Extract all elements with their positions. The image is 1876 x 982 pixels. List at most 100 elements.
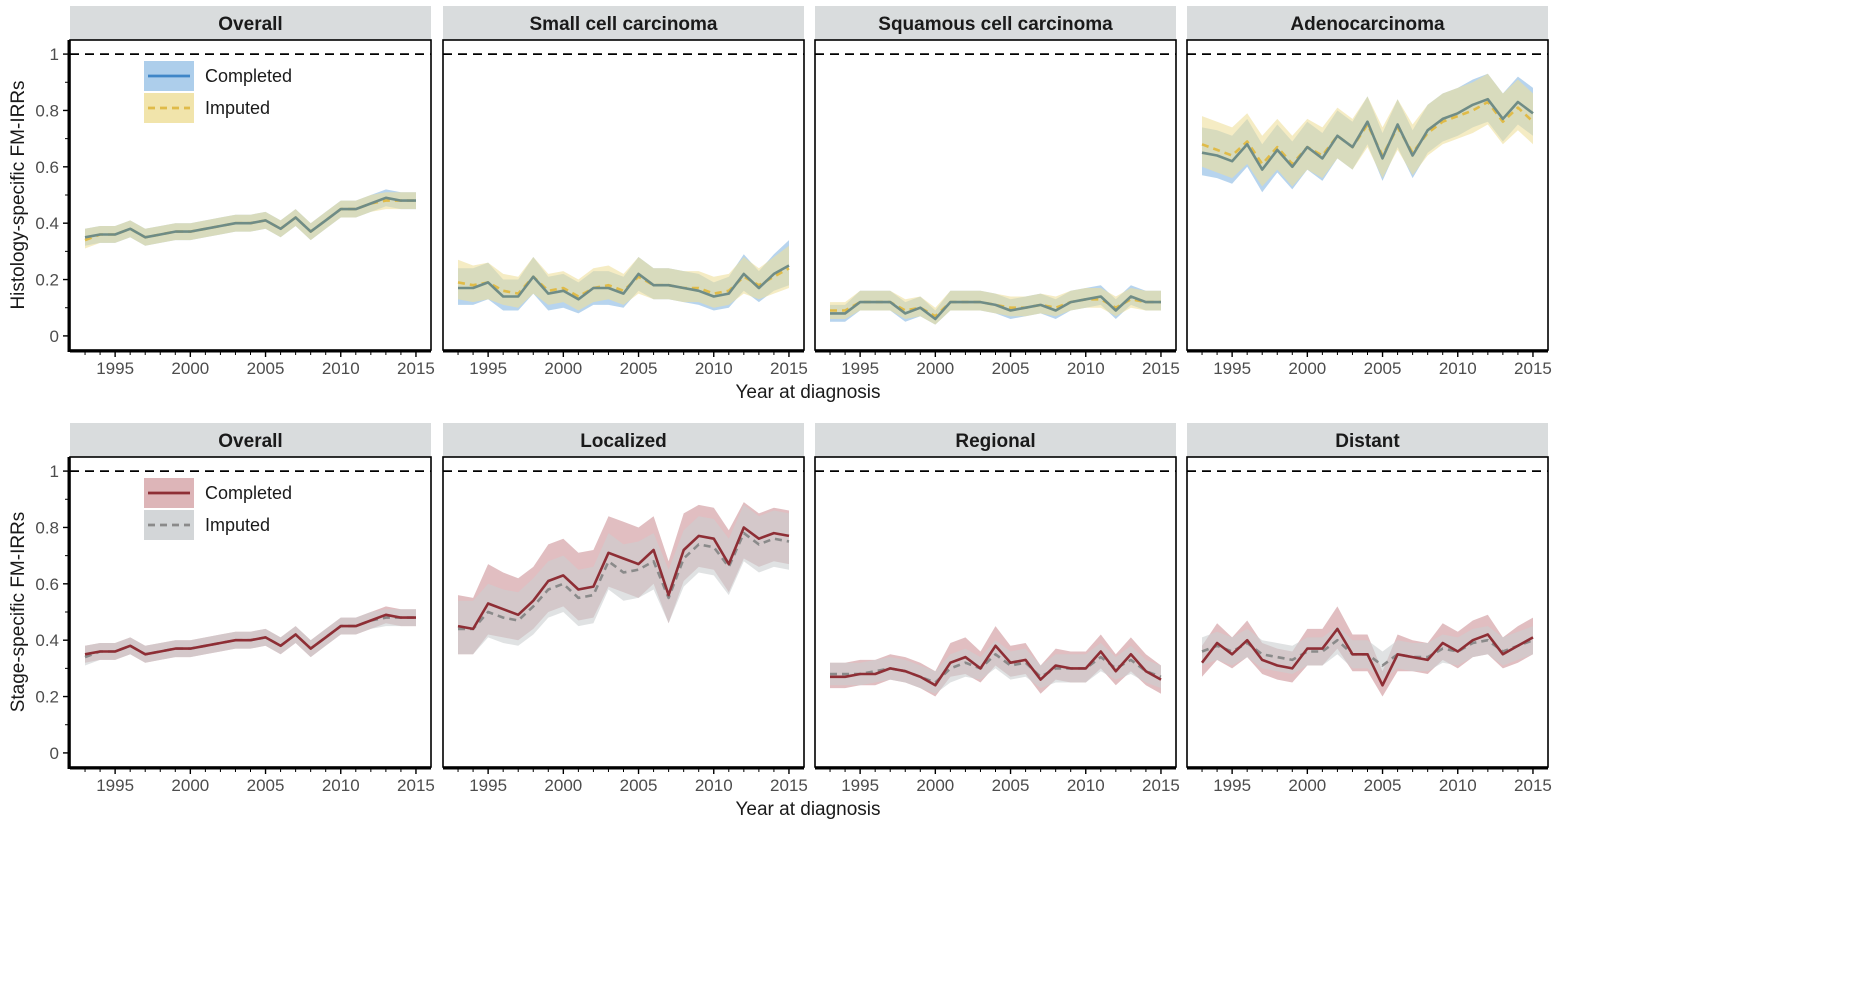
facet-panel: Regional 1995 2000 2005 2010 2015 xyxy=(814,423,1180,795)
legend: Completed Imputed xyxy=(144,61,292,123)
x-tick-label: 1995 xyxy=(1213,359,1251,378)
x-tick-label: 2015 xyxy=(397,359,435,378)
imputed-ci-band xyxy=(85,609,416,666)
facet-title: Distant xyxy=(1335,431,1400,452)
x-tick-label: 2015 xyxy=(1514,776,1552,795)
legend-imputed-label: Imputed xyxy=(205,98,270,118)
completed-series-line xyxy=(457,526,790,631)
legend: Completed Imputed xyxy=(144,478,292,540)
y-tick-label: 0.8 xyxy=(35,101,59,120)
x-tick-label: 2000 xyxy=(916,776,954,795)
x-tick-label: 1995 xyxy=(1213,776,1251,795)
stage-chart: Overall 1995 2000 2005 2010 2015 0 0.2 0.4 0.6 0.8… xyxy=(8,423,1552,820)
x-tick-label: 2005 xyxy=(992,359,1030,378)
facet-title: Overall xyxy=(218,431,282,452)
x-tick-label: 2005 xyxy=(992,776,1030,795)
imputed-series-line xyxy=(830,652,1162,684)
x-tick-label: 2015 xyxy=(770,359,808,378)
x-tick-label: 2010 xyxy=(695,359,733,378)
facet-strip xyxy=(1187,6,1548,40)
facet-panel: Adenocarcinoma 1995 2000 2005 2010 2015 xyxy=(1186,6,1552,378)
facet-title: Overall xyxy=(218,14,282,35)
x-tick-label: 2015 xyxy=(1142,776,1180,795)
facet-panel: Small cell carcinoma 1995 2000 2005 2010 2015 xyxy=(442,6,808,378)
x-tick-label: 2015 xyxy=(1514,359,1552,378)
completed-series-line xyxy=(1200,627,1534,687)
y-tick-label: 0 xyxy=(50,744,59,763)
imputed-ci-band xyxy=(830,640,1161,694)
facet-panel: Overall 1995 2000 2005 2010 2015 0 0.2 0.4 0.6 0.8… xyxy=(35,6,435,378)
y-tick-label: 1 xyxy=(50,45,59,64)
y-tick-label: 0.4 xyxy=(35,631,59,650)
x-tick-label: 2000 xyxy=(171,776,209,795)
facet-title: Small cell carcinoma xyxy=(530,14,718,35)
facet-title: Localized xyxy=(580,431,667,452)
x-tick-label: 2010 xyxy=(322,359,360,378)
imputed-ci-band xyxy=(85,192,416,249)
y-axis-title: Histology-specific FM-IRRs xyxy=(8,80,29,309)
y-tick-label: 0 xyxy=(50,327,59,346)
x-tick-label: 1995 xyxy=(841,776,879,795)
facet-strip xyxy=(815,423,1176,457)
completed-series-line xyxy=(830,644,1162,687)
facet-panel: Overall 1995 2000 2005 2010 2015 0 0.2 0.4 0.6 0.8… xyxy=(35,423,435,795)
imputed-series-line xyxy=(458,531,790,631)
x-tick-label: 2015 xyxy=(397,776,435,795)
x-tick-label: 2000 xyxy=(916,359,954,378)
x-tick-label: 2015 xyxy=(1142,359,1180,378)
x-tick-label: 2000 xyxy=(1288,776,1326,795)
facet-panel: Squamous cell carcinoma 1995 2000 2005 2010 2… xyxy=(814,6,1180,378)
legend-completed-label: Completed xyxy=(205,66,292,86)
x-tick-label: 2010 xyxy=(695,776,733,795)
facet-strip xyxy=(70,423,431,457)
y-tick-label: 0.4 xyxy=(35,214,59,233)
x-axis-title: Year at diagnosis xyxy=(735,382,880,403)
imputed-ci-band xyxy=(458,504,789,655)
histology-chart: Overall 1995 2000 2005 2010 2015 0 0.2 0.4 0.6 0.8… xyxy=(8,6,1552,403)
x-tick-label: 2010 xyxy=(322,776,360,795)
imputed-ci-band xyxy=(830,288,1161,325)
facet-strip xyxy=(70,6,431,40)
legend-completed-label: Completed xyxy=(205,483,292,503)
x-tick-label: 1995 xyxy=(469,776,507,795)
faceted-line-chart: Overall 1995 2000 2005 2010 2015 0 0.2 0.4 0.6 0.8… xyxy=(8,6,1552,820)
facet-strip xyxy=(443,6,804,40)
x-tick-label: 2005 xyxy=(247,359,285,378)
completed-series-line xyxy=(84,613,416,656)
x-tick-label: 2005 xyxy=(1364,359,1402,378)
y-tick-label: 0.6 xyxy=(35,575,59,594)
x-tick-label: 2000 xyxy=(544,776,582,795)
x-tick-label: 2015 xyxy=(770,776,808,795)
y-tick-label: 1 xyxy=(50,462,59,481)
facet-strip xyxy=(1187,423,1548,457)
completed-series-line xyxy=(458,264,790,301)
imputed-series-line xyxy=(1201,100,1534,166)
x-tick-label: 2000 xyxy=(544,359,582,378)
x-tick-label: 1995 xyxy=(96,776,134,795)
x-tick-label: 2005 xyxy=(247,776,285,795)
x-tick-label: 2000 xyxy=(1288,359,1326,378)
x-tick-label: 2000 xyxy=(171,359,209,378)
completed-series-line xyxy=(830,295,1161,321)
facet-strip xyxy=(815,6,1176,40)
panel-frame xyxy=(814,456,1177,768)
x-tick-label: 2005 xyxy=(620,776,658,795)
y-tick-label: 0.8 xyxy=(35,518,59,537)
y-tick-label: 0.6 xyxy=(35,158,59,177)
x-axis-title: Year at diagnosis xyxy=(735,799,880,820)
facet-panel: Localized 1995 2000 2005 2010 2015 xyxy=(442,423,808,795)
y-axis-title: Stage-specific FM-IRRs xyxy=(8,512,29,713)
facet-title: Adenocarcinoma xyxy=(1290,14,1445,35)
x-tick-label: 2005 xyxy=(1364,776,1402,795)
x-tick-label: 2005 xyxy=(620,359,658,378)
x-tick-label: 1995 xyxy=(469,359,507,378)
imputed-ci-band xyxy=(1202,626,1533,680)
legend-imputed-label: Imputed xyxy=(205,515,270,535)
x-tick-label: 1995 xyxy=(841,359,879,378)
x-tick-label: 2010 xyxy=(1439,359,1477,378)
x-tick-label: 1995 xyxy=(96,359,134,378)
facet-title: Squamous cell carcinoma xyxy=(878,14,1113,35)
x-tick-label: 2010 xyxy=(1067,776,1105,795)
y-tick-label: 0.2 xyxy=(35,688,59,707)
imputed-ci-band xyxy=(1202,73,1533,187)
